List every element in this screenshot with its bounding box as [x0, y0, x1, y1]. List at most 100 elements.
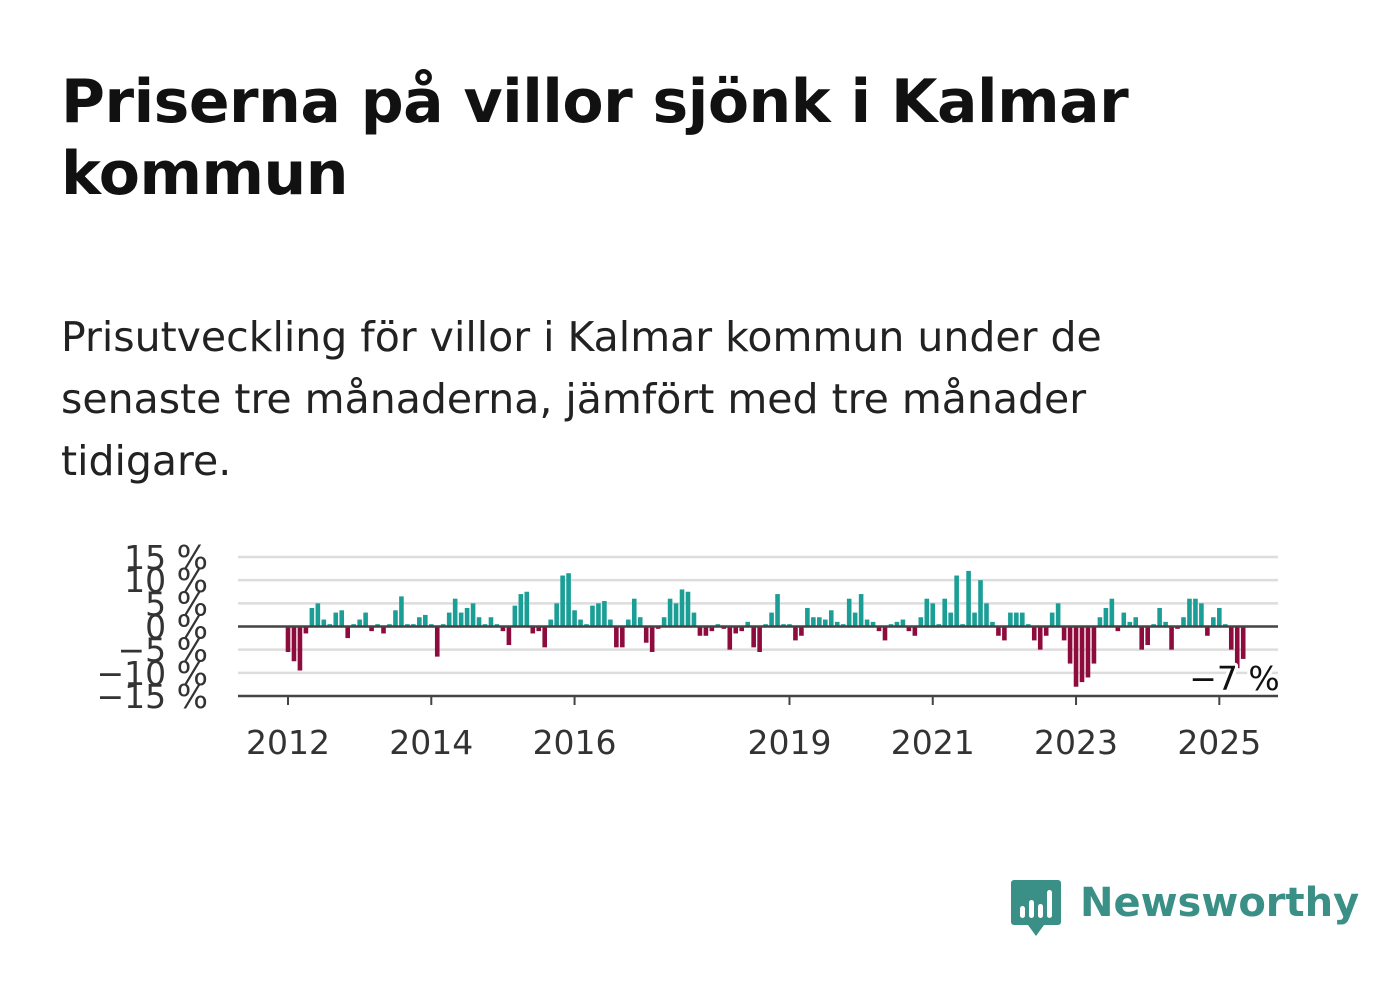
newsworthy-logo: Newsworthy: [1010, 878, 1359, 942]
bar: [1228, 626, 1234, 650]
bar: [942, 598, 947, 627]
annotation-halo: −7 %: [1189, 659, 1280, 698]
bar: [769, 612, 774, 627]
bar: [291, 626, 297, 662]
bar: [399, 596, 404, 627]
bar: [625, 619, 631, 627]
bar: [1073, 626, 1079, 687]
bar: [1181, 617, 1186, 627]
chart-title: Priserna på villor sjönk i Kalmar kommun: [61, 67, 1129, 209]
bar: [476, 617, 482, 627]
bar: [417, 617, 422, 627]
x-tick-label: 2012: [246, 723, 330, 762]
bar: [775, 594, 780, 627]
bar: [1169, 626, 1174, 650]
bar: [661, 617, 667, 627]
bar: [864, 619, 870, 627]
bar: [1199, 603, 1204, 627]
x-tick-label: 2016: [533, 723, 617, 762]
bar: [673, 603, 679, 627]
bar: [488, 617, 494, 627]
bar: [996, 626, 1001, 636]
bar: [590, 605, 595, 627]
bar: [667, 598, 673, 627]
bar: [637, 617, 643, 627]
bar: [512, 605, 518, 627]
bar: [470, 603, 476, 627]
x-tick-label: 2021: [891, 723, 975, 762]
bar: [876, 626, 882, 632]
bars: [285, 570, 1246, 687]
bar: [345, 626, 350, 639]
bar: [596, 603, 601, 627]
bar: [709, 626, 715, 632]
chart-subtitle: Prisutveckling för villor i Kalmar kommu…: [61, 313, 1102, 485]
bar: [990, 621, 995, 627]
bar: [924, 598, 930, 627]
bar: [536, 626, 542, 632]
bar: [1193, 598, 1198, 627]
y-tick-label: 10 %: [124, 561, 208, 600]
bar: [727, 626, 733, 650]
bar: [1121, 612, 1127, 627]
bar: [954, 575, 959, 627]
bar: [846, 598, 852, 627]
bar: [1091, 626, 1097, 664]
bar: [906, 626, 912, 632]
bar: [458, 612, 464, 627]
bar: [452, 598, 458, 627]
bar: [560, 575, 565, 627]
y-tick-label: 0 %: [145, 608, 208, 647]
bar: [554, 603, 559, 627]
bar: [918, 617, 924, 627]
bar: [1085, 626, 1091, 678]
bar: [1115, 626, 1121, 632]
bar: [315, 603, 321, 627]
bar: [614, 626, 619, 648]
bar: [739, 626, 745, 632]
bar: [1079, 626, 1085, 683]
bar: [811, 617, 816, 627]
bar: [572, 610, 577, 627]
bar: [643, 626, 649, 643]
bar: [1049, 612, 1055, 627]
bar: [679, 589, 685, 627]
bar: [1061, 626, 1067, 641]
bar: [900, 619, 906, 627]
bar: [446, 612, 452, 627]
bar: [1211, 617, 1216, 627]
bar: [1067, 626, 1073, 664]
bar: [1043, 626, 1049, 636]
bar: [697, 626, 703, 636]
bar: [751, 626, 756, 648]
bar: [423, 614, 428, 627]
y-tick-label: −10 %: [97, 654, 209, 693]
x-tick-label: 2014: [389, 723, 473, 762]
bar: [793, 626, 798, 641]
bar: [1234, 626, 1240, 669]
y-axis-tick-labels: 15 %10 %5 %0 %−5 %−10 %−15 %: [97, 538, 209, 716]
bar: [930, 603, 936, 627]
bar: [1139, 626, 1145, 650]
bar: [823, 619, 828, 627]
bar: [285, 626, 291, 652]
bar: [608, 619, 613, 627]
y-tick-label: −15 %: [97, 677, 209, 716]
x-tick-label: 2019: [747, 723, 831, 762]
bar: [602, 601, 607, 627]
bar: [1037, 626, 1043, 650]
bar: [882, 626, 888, 641]
bar: [984, 603, 989, 627]
bar: [339, 610, 345, 627]
bar: [745, 621, 750, 627]
bar: [1205, 626, 1210, 636]
newsworthy-logo-icon: [1011, 880, 1061, 936]
bar: [757, 626, 762, 652]
bar: [852, 612, 858, 627]
bar: [691, 612, 697, 627]
y-tick-label: 5 %: [145, 584, 208, 623]
bar: [434, 626, 440, 657]
bar: [912, 626, 918, 636]
bar: [1240, 626, 1246, 659]
bar: [530, 626, 536, 634]
